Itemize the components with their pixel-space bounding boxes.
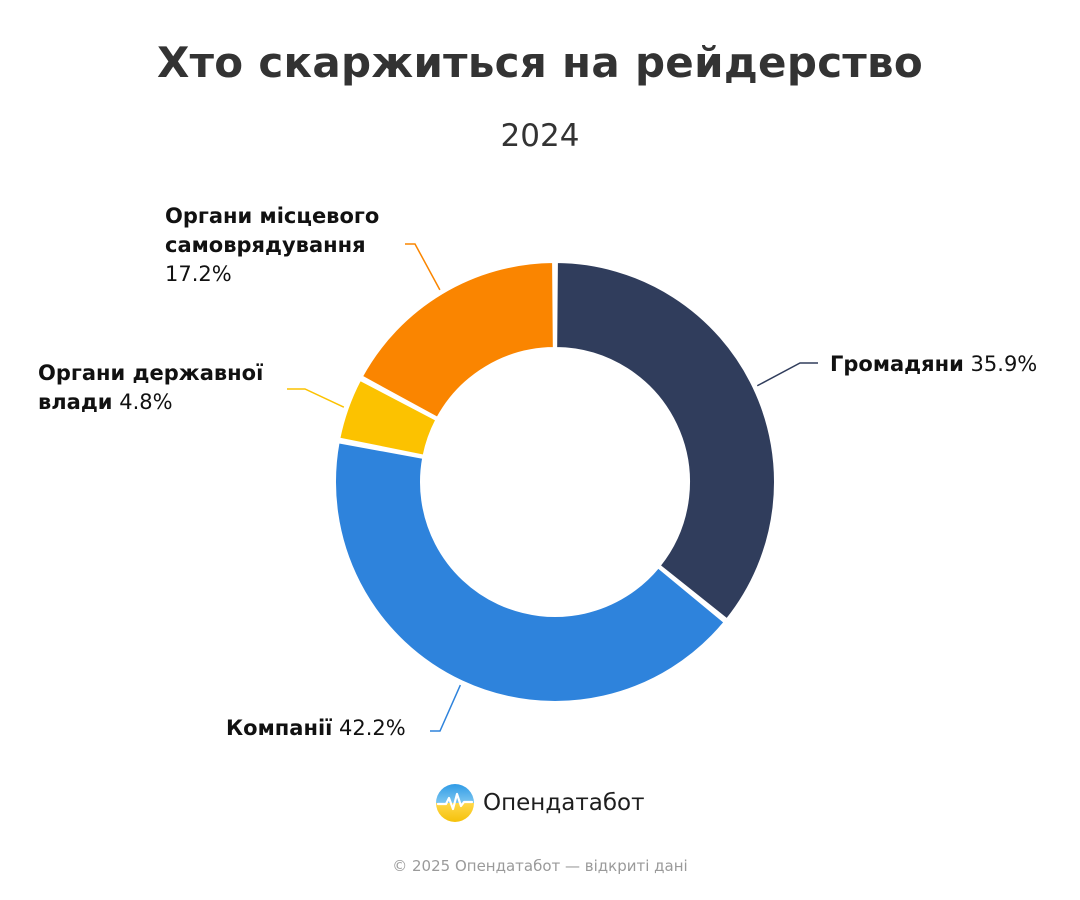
- footer-copyright: © 2025 Опендатабот — відкриті дані: [392, 857, 688, 875]
- label-citizens: Громадяни 35.9%: [830, 352, 1038, 376]
- label-local-government: Органи місцевого самоврядування 17.2%: [165, 204, 380, 286]
- opendatabot-logo: Опендатабот: [435, 782, 644, 824]
- chart-title: Хто скаржиться на рейдерство: [156, 38, 924, 87]
- chart-subtitle: 2024: [500, 118, 580, 154]
- label-companies: Компанії 42.2%: [226, 716, 406, 740]
- opendatabot-logo-icon: [436, 784, 474, 822]
- slice-citizens: [555, 261, 776, 621]
- leader-line-state-authorities: [287, 388, 345, 408]
- slice-companies: [334, 441, 726, 703]
- slice-local-government: [360, 261, 555, 419]
- leader-line-local-government: [405, 243, 441, 291]
- slice-state-authorities: [338, 378, 438, 457]
- leader-line-citizens: [756, 362, 818, 387]
- label-state-authorities: Органи державної влади 4.8%: [38, 361, 264, 414]
- logo-text: Опендатабот: [483, 790, 645, 816]
- leader-line-companies: [430, 684, 462, 732]
